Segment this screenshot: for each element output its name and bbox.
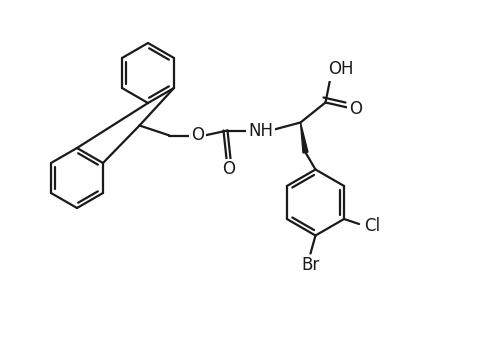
Text: Br: Br xyxy=(302,257,320,275)
Text: O: O xyxy=(191,126,204,145)
Text: O: O xyxy=(349,101,362,119)
Polygon shape xyxy=(300,122,308,153)
Text: O: O xyxy=(222,161,235,178)
Text: Cl: Cl xyxy=(364,217,380,235)
Text: NH: NH xyxy=(248,121,273,139)
Text: OH: OH xyxy=(328,61,353,78)
